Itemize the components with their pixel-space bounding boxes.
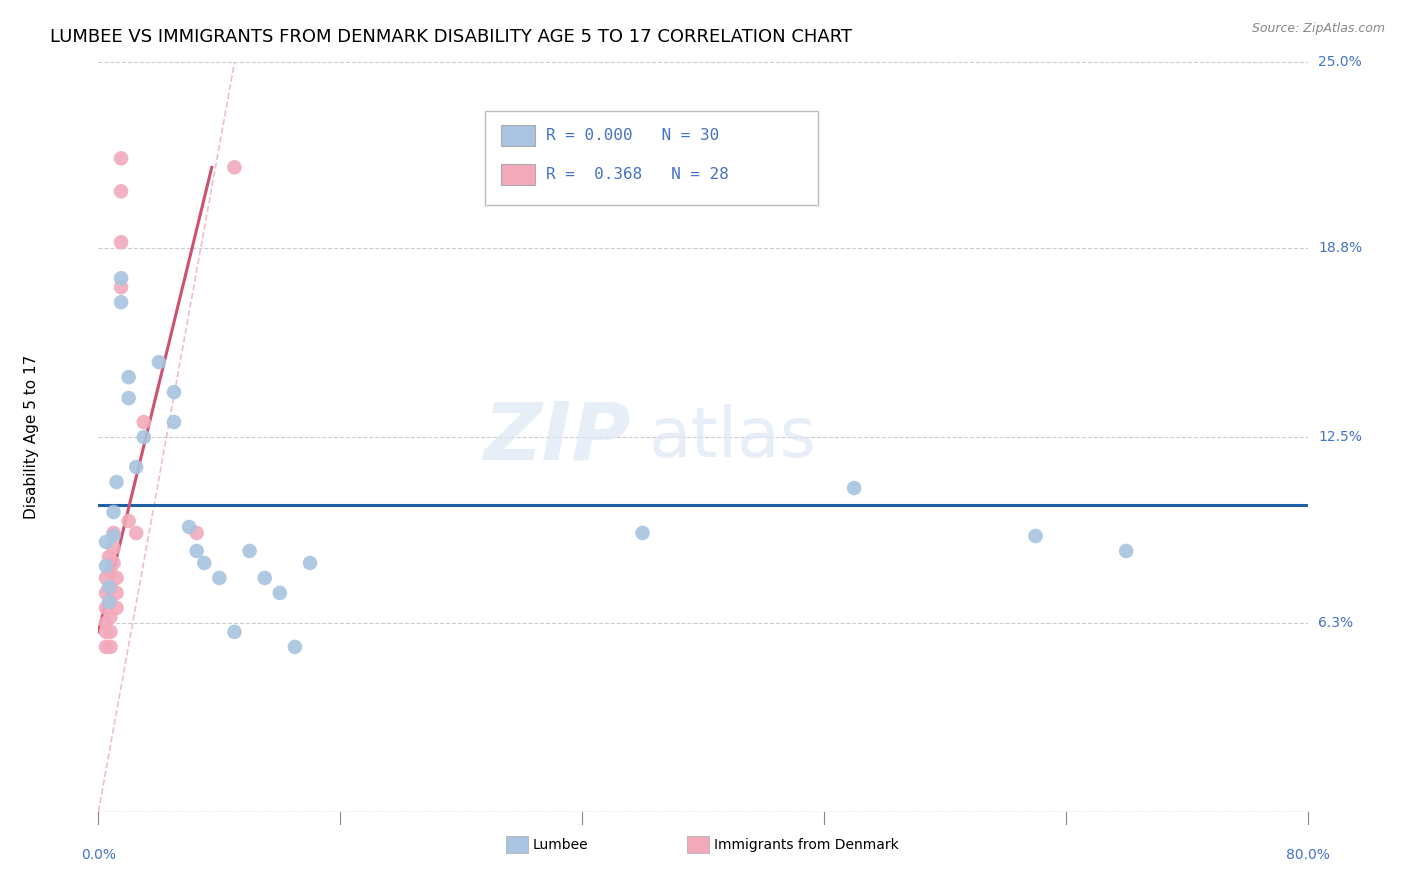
Point xyxy=(94,640,117,654)
Point xyxy=(110,271,132,285)
Point xyxy=(94,615,117,630)
Point xyxy=(94,571,117,585)
Text: LUMBEE VS IMMIGRANTS FROM DENMARK DISABILITY AGE 5 TO 17 CORRELATION CHART: LUMBEE VS IMMIGRANTS FROM DENMARK DISABI… xyxy=(51,28,852,45)
Point xyxy=(100,580,122,594)
Bar xyxy=(501,163,534,185)
Point xyxy=(103,529,125,543)
Point xyxy=(103,556,125,570)
Point xyxy=(125,460,148,475)
Point xyxy=(299,556,322,570)
Point xyxy=(110,295,132,310)
Point xyxy=(631,526,654,541)
Bar xyxy=(506,837,527,853)
Point xyxy=(94,535,117,549)
Text: 0.0%: 0.0% xyxy=(82,847,115,862)
Point xyxy=(179,520,201,534)
Point xyxy=(269,586,291,600)
Point xyxy=(125,526,148,541)
Point xyxy=(163,415,186,429)
Bar xyxy=(501,125,534,145)
Point xyxy=(110,184,132,198)
Point xyxy=(105,571,128,585)
Point xyxy=(110,235,132,250)
Point xyxy=(163,385,186,400)
Point xyxy=(98,580,121,594)
Text: ZIP: ZIP xyxy=(484,398,630,476)
Point xyxy=(193,556,215,570)
Point xyxy=(94,601,117,615)
FancyBboxPatch shape xyxy=(485,112,818,205)
Point xyxy=(103,526,125,541)
Point xyxy=(103,505,125,519)
Point xyxy=(110,280,132,294)
Point xyxy=(105,601,128,615)
Point xyxy=(186,526,208,541)
Text: atlas: atlas xyxy=(648,403,817,471)
Text: Source: ZipAtlas.com: Source: ZipAtlas.com xyxy=(1251,22,1385,36)
Point xyxy=(103,541,125,555)
Point xyxy=(1024,529,1046,543)
Bar xyxy=(688,837,709,853)
Point xyxy=(132,430,155,444)
Point xyxy=(253,571,276,585)
Text: Lumbee: Lumbee xyxy=(533,838,588,852)
Point xyxy=(100,624,122,639)
Text: 25.0%: 25.0% xyxy=(1319,55,1362,70)
Point xyxy=(100,595,122,609)
Point xyxy=(100,565,122,579)
Point xyxy=(100,640,122,654)
Point xyxy=(844,481,866,495)
Text: Immigrants from Denmark: Immigrants from Denmark xyxy=(714,838,898,852)
Point xyxy=(100,610,122,624)
Text: 12.5%: 12.5% xyxy=(1319,430,1362,444)
Point xyxy=(148,355,170,369)
Point xyxy=(105,586,128,600)
Text: 80.0%: 80.0% xyxy=(1285,847,1330,862)
Text: R =  0.368   N = 28: R = 0.368 N = 28 xyxy=(546,168,728,182)
Text: R = 0.000   N = 30: R = 0.000 N = 30 xyxy=(546,128,718,144)
Point xyxy=(98,549,121,564)
Point xyxy=(186,544,208,558)
Point xyxy=(110,152,132,166)
Point xyxy=(98,595,121,609)
Point xyxy=(118,514,141,528)
Point xyxy=(105,475,128,489)
Text: Disability Age 5 to 17: Disability Age 5 to 17 xyxy=(24,355,39,519)
Point xyxy=(118,391,141,405)
Point xyxy=(118,370,141,384)
Point xyxy=(224,161,246,175)
Point xyxy=(94,558,117,573)
Point xyxy=(94,586,117,600)
Text: 6.3%: 6.3% xyxy=(1319,615,1354,630)
Text: 18.8%: 18.8% xyxy=(1319,241,1362,255)
Point xyxy=(132,415,155,429)
Point xyxy=(239,544,262,558)
Point xyxy=(1115,544,1137,558)
Point xyxy=(224,624,246,639)
Point xyxy=(94,624,117,639)
Point xyxy=(284,640,307,654)
Point xyxy=(208,571,231,585)
